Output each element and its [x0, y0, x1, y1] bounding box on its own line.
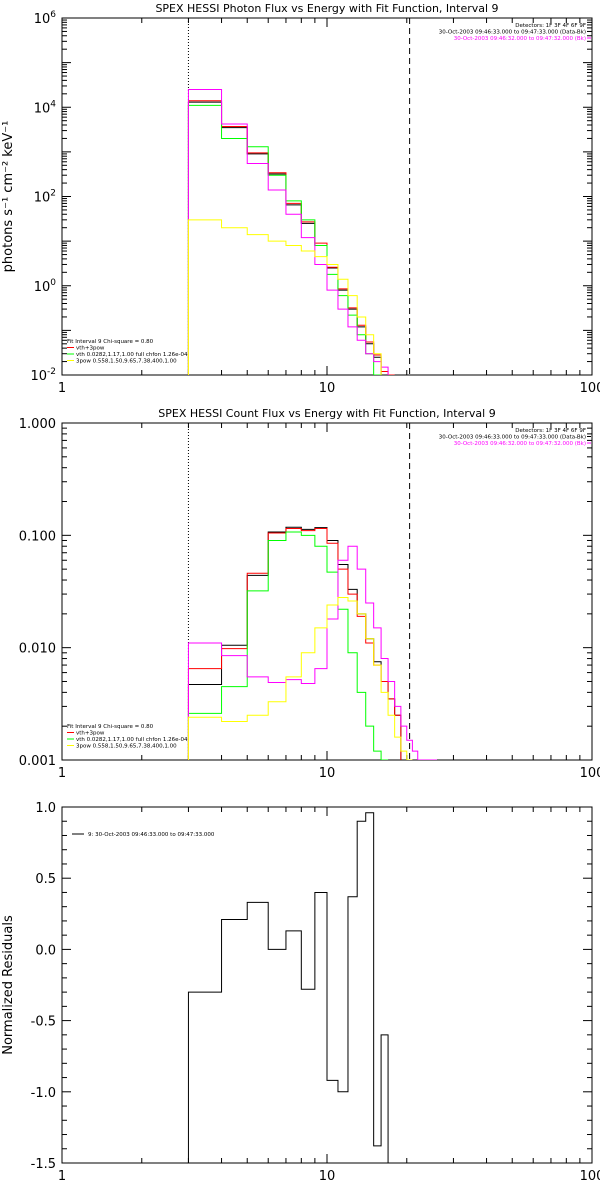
plot-header-line: Detectors: 1F 3F 4F 6F 9F: [515, 23, 586, 29]
y-tick-label: -0.5: [31, 1015, 56, 1030]
series-5-step-line: [187, 219, 382, 375]
x-tick-label: 10: [319, 1169, 336, 1184]
series-1-step-line: [187, 526, 402, 760]
y-tick-label: 104: [34, 99, 57, 116]
y-tick-label: 1.0: [35, 801, 56, 816]
legend-entry: vth 0.0282,1.17,1.00 full chfon 1.26e-04: [76, 737, 188, 743]
plot-header-line: 30-Oct-2003 09:46:32.000 to 09:47:32.000…: [454, 441, 586, 447]
y-tick-label: 100: [34, 278, 57, 295]
y-tick-label: 106: [34, 10, 57, 27]
x-tick-label: 10: [319, 766, 336, 781]
legend-entry: vth+3pow: [76, 346, 105, 352]
plot-header-line: 30-Oct-2003 09:46:32.000 to 09:47:32.000…: [454, 36, 586, 42]
series-5-step-line: [187, 596, 413, 760]
y-tick-label: 102: [34, 189, 56, 206]
y-tick-label: 0.0: [35, 943, 56, 958]
series-2-step-line: [187, 100, 395, 375]
y-tick-label: 0.100: [19, 529, 56, 544]
legend-entry: Fit Interval 9 Chi-square = 0.80: [67, 724, 154, 730]
y-tick-label: 0.001: [19, 754, 56, 769]
legend-entry: Fit Interval 9 Chi-square = 0.80: [67, 339, 154, 345]
y-tick-label: -1.5: [31, 1157, 56, 1172]
legend-entry: vth+3pow: [76, 731, 105, 737]
series-4-step-line: [187, 88, 389, 375]
series-group: [187, 812, 389, 1163]
y-tick-label: 0.010: [19, 642, 56, 657]
legend-entry: 3pow 0.558,1.50,9.65,7.38,400,1.00: [76, 359, 177, 365]
series-group: [187, 88, 395, 375]
chart-panel-2: SPEX HESSI Count Flux vs Energy with Fit…: [19, 407, 600, 781]
chart-panel-1: SPEX HESSI Photon Flux vs Energy with Fi…: [1, 2, 600, 396]
y-tick-label: 10-2: [30, 367, 56, 384]
x-tick-label: 1: [58, 766, 66, 781]
series-3-step-line: [187, 531, 389, 760]
plot-header-line: 30-Oct-2003 09:46:33.000 to 09:47:33.000…: [439, 435, 586, 441]
x-tick-label: 10: [319, 381, 336, 396]
y-tick-label: -1.0: [31, 1086, 56, 1101]
series-group: [187, 526, 437, 760]
series-4-step-line: [187, 545, 437, 760]
y-axis-label: Normalized Residuals: [1, 915, 16, 1055]
y-axis-label: photons s⁻¹ cm⁻² keV⁻¹: [1, 121, 16, 273]
legend-entry: vth 0.0282,1.17,1.00 full chfon 1.26e-04: [76, 352, 188, 358]
series-2-step-line: [187, 528, 402, 760]
plot-frame: [61, 17, 593, 376]
plot-frame: [61, 422, 593, 761]
x-tick-label: 1: [58, 1169, 66, 1184]
chart-panel-3: 1 10 100 1.0 0.5 0.0 -0.5 -1.0 -1.5 Normalized Re…: [1, 801, 600, 1184]
x-tick-label: 100: [580, 1169, 600, 1184]
y-tick-label: 0.5: [35, 872, 56, 887]
chart-title: SPEX HESSI Count Flux vs Energy with Fit…: [158, 407, 495, 420]
series-1-step-line: [187, 812, 389, 1163]
legend-entry: 3pow 0.558,1.50,9.65,7.38,400,1.00: [76, 744, 177, 750]
x-tick-label: 100: [580, 381, 600, 396]
y-tick-label: 1.000: [19, 417, 56, 432]
series-3-step-line: [187, 104, 382, 375]
x-tick-label: 1: [58, 381, 66, 396]
chart-title: SPEX HESSI Photon Flux vs Energy with Fi…: [155, 2, 498, 15]
legend-entry: 9: 30-Oct-2003 09:46:33.000 to 09:47:33.…: [88, 832, 215, 838]
x-tick-label: 100: [580, 766, 600, 781]
plot-header-line: Detectors: 1F 3F 4F 6F 9F: [515, 428, 586, 434]
series-1-step-line: [187, 101, 395, 375]
plot-header-line: 30-Oct-2003 09:46:33.000 to 09:47:33.000…: [439, 30, 586, 36]
